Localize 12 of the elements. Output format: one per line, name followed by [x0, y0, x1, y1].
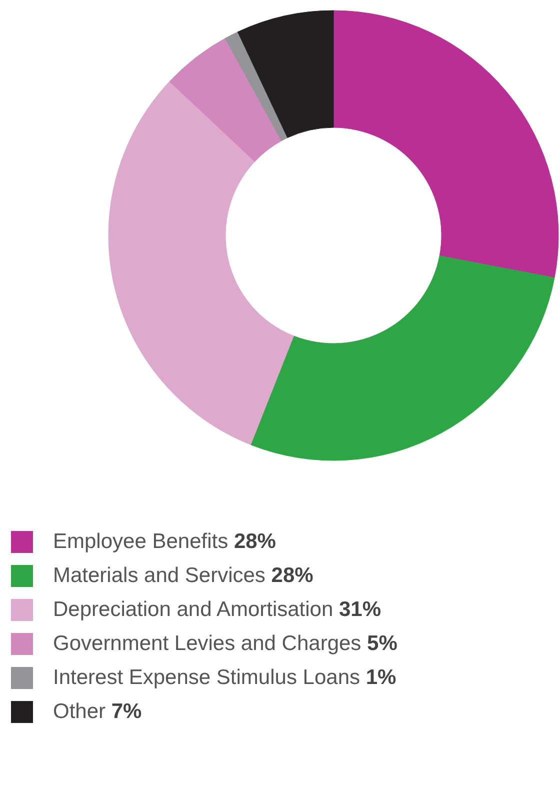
- data-label: 1%: [366, 666, 396, 689]
- data-label: 28%: [271, 564, 314, 587]
- legend-label: Interest Expense Stimulus Loans: [53, 666, 360, 689]
- legend-label: Employee Benefits: [53, 530, 228, 553]
- legend-label: Other: [53, 700, 106, 723]
- data-label: 28%: [234, 530, 276, 553]
- legend-label: Materials and Services: [53, 564, 266, 587]
- data-label: 5%: [367, 632, 398, 655]
- legend-label: Government Levies and Charges: [53, 632, 362, 655]
- data-label: 7%: [111, 700, 142, 723]
- legend-label: Depreciation and Amortisation: [53, 598, 334, 621]
- data-label: 31%: [339, 598, 382, 621]
